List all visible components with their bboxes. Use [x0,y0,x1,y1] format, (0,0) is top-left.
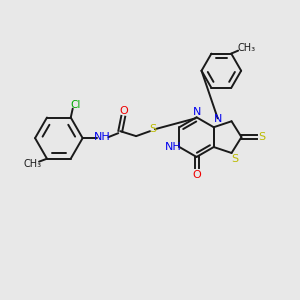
Text: S: S [149,124,157,134]
Text: Cl: Cl [70,100,81,110]
Text: NH: NH [94,132,111,142]
Text: N: N [214,114,222,124]
Text: CH₃: CH₃ [23,159,41,169]
Text: O: O [192,170,201,180]
Text: CH₃: CH₃ [237,43,255,52]
Text: S: S [259,132,266,142]
Text: O: O [120,106,129,116]
Text: N: N [192,107,201,117]
Text: S: S [231,154,238,164]
Text: NH: NH [165,142,182,152]
